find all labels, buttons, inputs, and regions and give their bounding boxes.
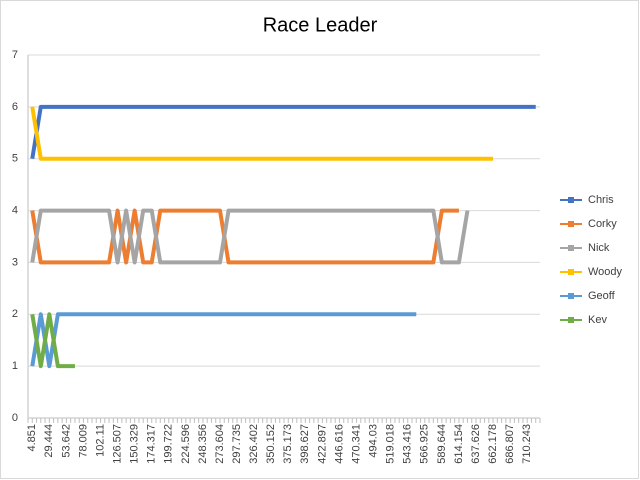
- x-tick-label: 224.596: [180, 424, 192, 464]
- legend-label: Woody: [588, 266, 623, 278]
- x-tick-label: 273.604: [214, 424, 226, 464]
- series-line: [30, 104, 536, 160]
- x-tick-label: 174.317: [146, 424, 158, 464]
- y-tick-label: 6: [12, 101, 18, 113]
- legend-marker: [568, 221, 574, 227]
- x-tick-label: 350.152: [265, 424, 277, 464]
- x-tick-label: 589.644: [436, 424, 448, 464]
- y-tick-label: 1: [12, 360, 18, 372]
- series-line: [30, 312, 417, 369]
- x-tick-label: 637.626: [470, 424, 482, 464]
- x-tick-label: 686.807: [504, 424, 516, 464]
- series-line: [30, 312, 75, 369]
- x-tick-label: 470.341: [350, 424, 362, 464]
- series-line: [30, 208, 470, 265]
- x-tick-label: 710.243: [521, 424, 533, 464]
- x-tick-label: 566.925: [419, 424, 431, 464]
- legend-label: Nick: [588, 242, 610, 254]
- x-tick-label: 102.11: [94, 424, 106, 457]
- x-tick-label: 446.616: [333, 424, 345, 464]
- y-tick-label: 4: [12, 204, 18, 216]
- chart-title: Race Leader: [263, 14, 378, 36]
- legend-label: Geoff: [588, 290, 616, 302]
- x-tick-label: 375.173: [282, 424, 294, 464]
- legend-label: Corky: [588, 218, 617, 230]
- series-line: [30, 208, 459, 265]
- legend-marker: [568, 245, 574, 251]
- x-tick-label: 126.507: [112, 424, 124, 464]
- x-tick-label: 29.444: [43, 424, 55, 458]
- x-tick-label: 78.009: [77, 424, 89, 458]
- x-tick-label: 662.178: [487, 424, 499, 464]
- y-tick-label: 0: [12, 412, 18, 424]
- y-tick-label: 2: [12, 308, 18, 320]
- legend-marker: [568, 197, 574, 203]
- legend-marker: [568, 269, 574, 275]
- x-tick-label: 4.851: [26, 424, 38, 452]
- series-line: [30, 106, 494, 161]
- x-tick-label: 398.627: [299, 424, 311, 464]
- x-tick-label: 199.722: [163, 424, 175, 464]
- y-tick-label: 5: [12, 153, 18, 165]
- legend-marker: [568, 293, 574, 299]
- x-tick-label: 422.897: [316, 424, 328, 464]
- x-tick-label: 326.402: [248, 424, 260, 464]
- x-tick-label: 297.735: [231, 424, 243, 464]
- x-tick-label: 248.356: [197, 424, 209, 464]
- x-tick-label: 494.03: [368, 424, 380, 458]
- legend-label: Kev: [588, 314, 607, 326]
- x-tick-label: 543.416: [402, 424, 414, 464]
- x-tick-label: 53.642: [60, 424, 72, 458]
- legend-marker: [568, 317, 574, 323]
- x-tick-label: 519.018: [385, 424, 397, 464]
- y-tick-label: 3: [12, 256, 18, 268]
- x-tick-label: 150.329: [129, 424, 141, 464]
- x-tick-label: 614.154: [453, 424, 465, 464]
- legend-label: Chris: [588, 194, 614, 206]
- y-tick-label: 7: [12, 49, 18, 61]
